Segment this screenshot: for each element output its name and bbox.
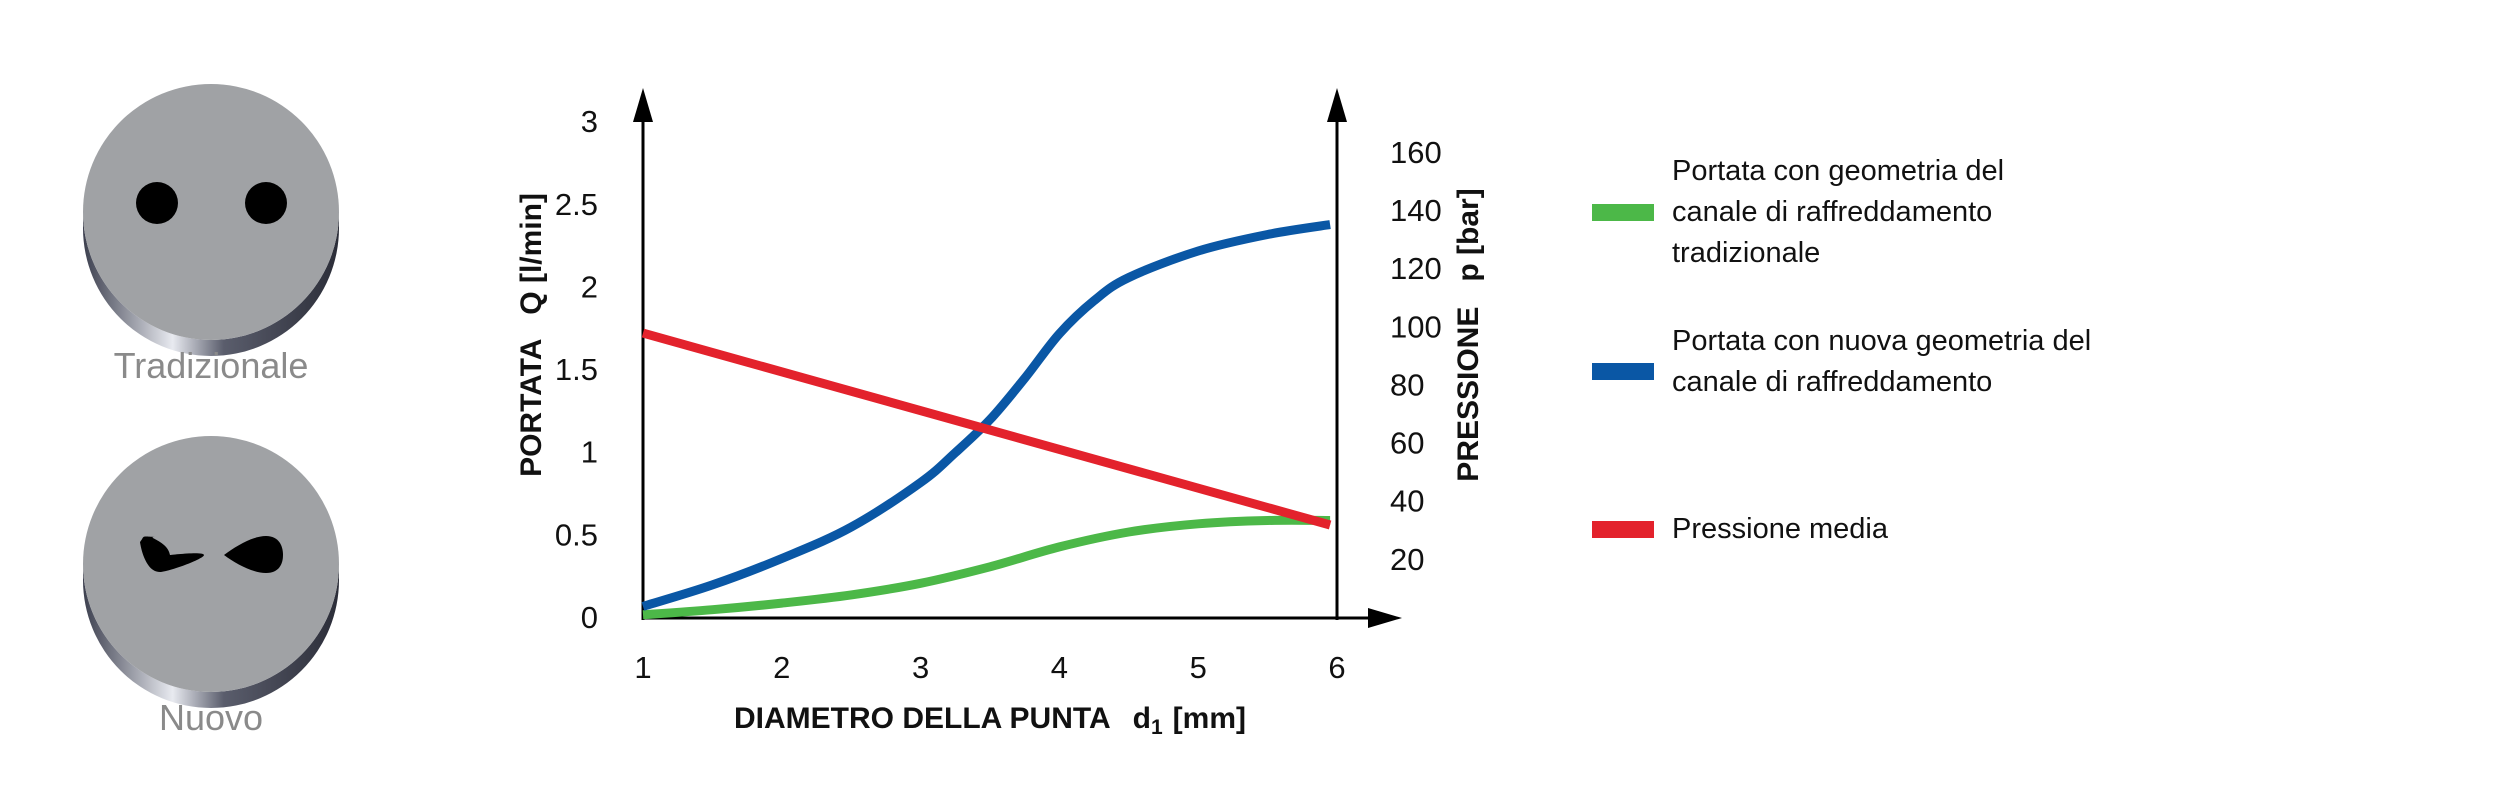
legend-swatch-red [1592,521,1654,538]
coolant-hole-shaped-right [224,536,283,573]
new-caption: Nuovo [159,697,263,738]
right-y-axis-arrow [1327,88,1347,122]
left-y-tick-label: 3 [581,104,598,139]
x-tick-label: 3 [912,650,929,685]
right-y-tick-label: 160 [1390,135,1442,170]
series-line-pressure [641,328,1332,530]
coolant-hole-round-left [136,182,178,224]
right-y-tick-label: 80 [1390,367,1424,402]
right-y-tick-label: 140 [1390,193,1442,228]
legend-swatch-blue [1592,363,1654,380]
x-tick-label: 2 [773,650,790,685]
legend-label-traditional-flow: Portata con geometria del canale di raff… [1672,155,2005,269]
right-y-tick-label: 100 [1390,309,1442,344]
new-drill-disc [83,436,339,708]
x-tick-label: 4 [1051,650,1068,685]
series-lines [641,220,1332,620]
left-y-tick-label: 0 [581,600,598,635]
right-y-axis-label: PRESSIONE p [bar] [1452,188,1485,481]
right-y-tick-label: 60 [1390,426,1424,461]
x-tick-label: 6 [1328,650,1345,685]
right-y-tick-label: 40 [1390,484,1424,519]
series-line-new-flow [641,220,1331,611]
legend-swatch-green [1592,204,1654,221]
left-y-tick-label: 2.5 [555,187,598,222]
left-y-tick-label: 1.5 [555,352,598,387]
left-y-axis-arrow [633,88,653,122]
traditional-drill-disc [83,84,339,356]
axes [633,88,1402,628]
traditional-caption: Tradizionale [114,345,309,386]
legend-label-pressure: Pressione media [1672,513,1888,545]
x-axis-label: DIAMETRO DELLA PUNTA d1 [mm] [734,702,1246,739]
coolant-hole-round-right [245,182,287,224]
left-y-axis-label: PORTATA Q [l/min] [515,193,548,477]
series-line-traditional-flow [642,515,1331,620]
x-tick-label: 1 [634,650,651,685]
left-y-tick-label: 1 [581,435,598,470]
left-y-tick-label: 2 [581,269,598,304]
right-y-tick-label: 120 [1390,251,1442,286]
x-axis-arrow [1368,608,1402,628]
left-y-tick-label: 0.5 [555,517,598,552]
right-y-tick-label: 20 [1390,542,1424,577]
legend-label-new-flow: Portata con nuova geometria del canale d… [1672,325,2092,398]
coolant-hole-shaped-left [140,536,204,572]
x-tick-label: 5 [1190,650,1207,685]
